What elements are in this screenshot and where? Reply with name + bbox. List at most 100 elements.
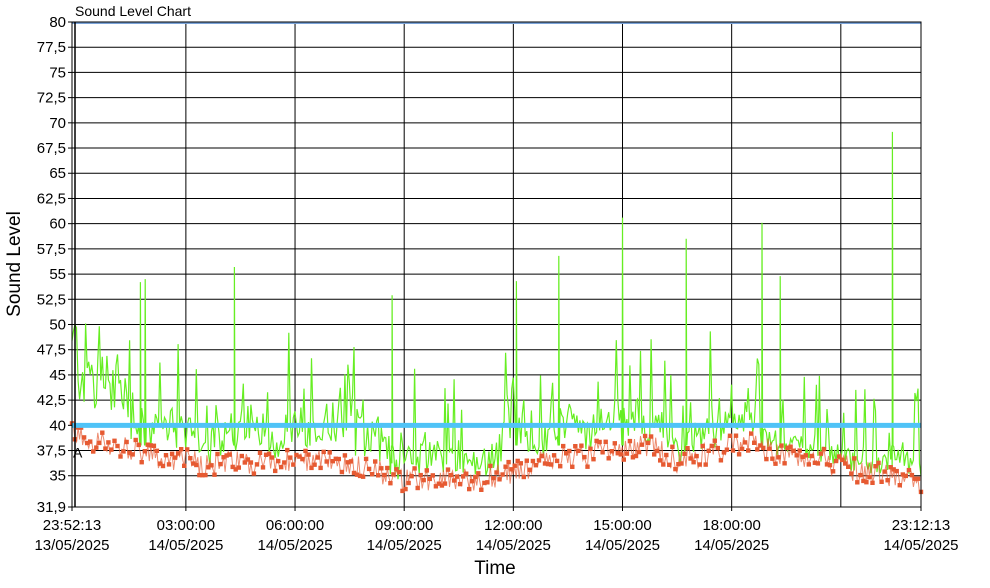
red-series-point [354, 472, 360, 477]
red-series-point [694, 453, 699, 459]
y-tick-label: 31,9 [37, 499, 66, 516]
red-series-point [570, 464, 575, 469]
red-series-point [121, 449, 126, 454]
red-series-point [218, 461, 223, 467]
red-series-point [582, 454, 587, 460]
red-series-point [403, 486, 408, 492]
red-series-point [585, 464, 590, 469]
red-series-point [318, 465, 323, 471]
threshold-line: A [72, 22, 921, 507]
red-series-point [864, 480, 869, 485]
threshold-label: A [73, 445, 83, 461]
red-series-point [445, 467, 451, 472]
red-series-point [245, 457, 251, 462]
red-series-point [303, 448, 308, 454]
y-tick-label: 62,5 [37, 190, 66, 207]
red-series-point [127, 450, 132, 455]
red-series-point [521, 474, 526, 480]
red-series-point [879, 479, 884, 484]
red-series-point [782, 461, 787, 466]
red-series-point [685, 446, 690, 451]
red-series-point [648, 434, 654, 439]
red-series-point [179, 447, 184, 452]
red-series-point [209, 463, 214, 468]
red-series-point [479, 487, 484, 492]
red-series-point [870, 480, 875, 485]
red-series-point [827, 463, 833, 468]
red-series-point [846, 464, 851, 469]
red-series-point [691, 460, 696, 465]
y-tick-label: 55 [49, 266, 66, 283]
red-series-point [330, 459, 335, 464]
red-series-point [406, 480, 411, 486]
x-tick-time-label: 23:12:13 [892, 517, 950, 534]
x-tick-date-label: 13/05/2025 [34, 537, 109, 554]
red-series-point [366, 466, 372, 472]
red-series-point [439, 483, 445, 488]
red-series-point [169, 451, 175, 456]
red-series-point [506, 459, 511, 465]
red-series-point [260, 465, 266, 470]
x-tick-time-label: 03:00:00 [157, 517, 215, 534]
red-series-point [81, 435, 87, 440]
red-series-point [273, 468, 278, 474]
red-series-point [251, 471, 257, 476]
red-series-point [512, 463, 517, 468]
red-series-point [309, 465, 314, 471]
red-series-point [418, 472, 423, 478]
red-series-point [212, 472, 217, 477]
y-tick-label: 75 [49, 64, 66, 81]
red-series-point [670, 444, 675, 449]
red-series-point [230, 464, 235, 470]
red-series-point [324, 459, 329, 464]
red-series-point [294, 452, 299, 458]
y-tick-label: 65 [49, 165, 66, 182]
red-series-point [755, 447, 760, 452]
red-series-point [858, 472, 863, 478]
red-series-point [776, 455, 781, 460]
red-series-point [561, 443, 566, 449]
x-tick-time-label: 12:00:00 [484, 517, 542, 534]
red-series-point [873, 464, 878, 469]
red-series-point [627, 438, 633, 444]
red-series-point [554, 458, 560, 464]
red-series-point [764, 456, 769, 462]
red-series-point [409, 474, 414, 479]
red-series-point [821, 446, 827, 452]
red-series-point [900, 472, 905, 477]
red-series-point [103, 446, 108, 451]
red-series-point [166, 462, 172, 467]
red-series-point [715, 445, 720, 451]
red-series-point [351, 470, 357, 476]
red-series-point [85, 440, 90, 446]
red-series-point [524, 458, 529, 463]
red-series-point [773, 461, 778, 466]
red-series-point [615, 451, 620, 456]
red-series-point [333, 456, 338, 461]
red-series-point [348, 459, 354, 464]
red-series-point [391, 472, 396, 477]
red-series-point [545, 461, 551, 467]
red-series-point [852, 456, 857, 461]
red-series-point [427, 476, 432, 482]
red-series-point [767, 446, 772, 451]
red-series-point [182, 463, 187, 468]
red-series-point [621, 457, 626, 462]
red-series-point [327, 450, 332, 455]
red-series-point [412, 466, 417, 471]
red-series-point [894, 468, 899, 474]
red-series-point [203, 472, 208, 478]
red-series-point [188, 456, 193, 461]
red-series-point [867, 475, 872, 480]
red-series-point [673, 466, 678, 472]
red-series-point [321, 449, 326, 455]
red-series-point [106, 440, 111, 445]
red-series-point [385, 465, 390, 471]
red-series-point [100, 430, 105, 435]
red-series-point [485, 480, 490, 485]
x-tick-date-label: 14/05/2025 [585, 537, 660, 554]
red-series-point [809, 453, 814, 459]
red-series-point [688, 456, 693, 461]
red-series-point [148, 443, 153, 448]
red-series-point [94, 445, 99, 450]
